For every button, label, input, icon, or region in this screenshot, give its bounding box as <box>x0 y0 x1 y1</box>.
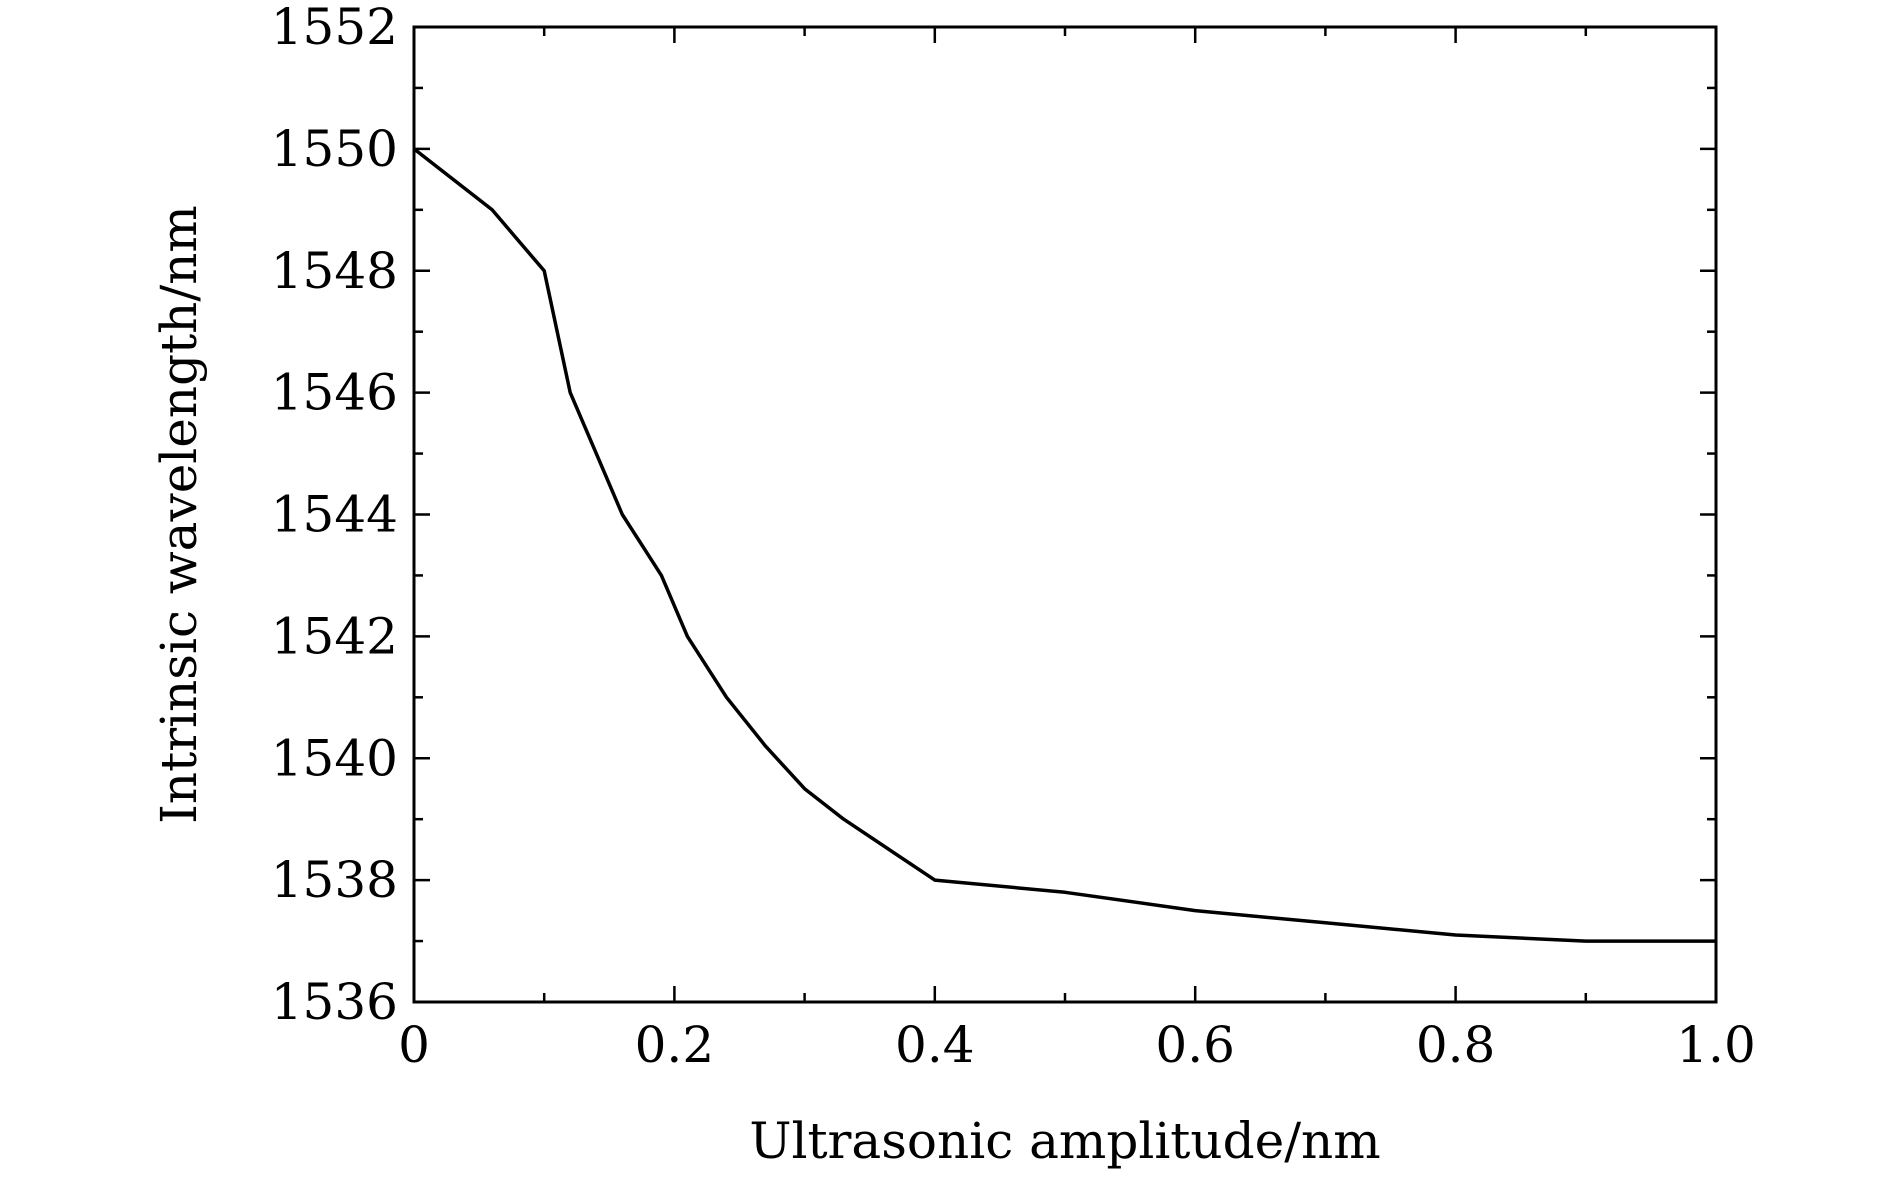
y-tick-label: 1536 <box>271 973 398 1031</box>
plot-frame <box>412 25 1718 1004</box>
y-tick-label: 1546 <box>271 364 398 422</box>
x-tick-label: 0.8 <box>1416 1016 1496 1074</box>
series-line <box>412 147 1716 943</box>
y-axis-label: Intrinsic wavelength/nm <box>150 205 208 824</box>
y-tick-label: 1542 <box>271 607 398 665</box>
y-tick-label: 1540 <box>271 729 398 787</box>
y-tick-label: 1550 <box>271 120 398 178</box>
y-tick-label: 1548 <box>271 242 398 300</box>
series <box>412 147 1716 943</box>
x-tick-label: 0.2 <box>635 1016 715 1074</box>
x-tick-label: 0.4 <box>895 1016 975 1074</box>
x-tick-label: 1.0 <box>1676 1016 1756 1074</box>
tick-labels: 0 0.2 0.4 0.6 0.8 1.0 1536 1538 1540 1542 1544 1546… <box>271 0 1756 1074</box>
axes <box>412 25 1718 1004</box>
y-tick-label: 1552 <box>271 0 398 56</box>
y-tick-label: 1538 <box>271 851 398 909</box>
x-axis-label: Ultrasonic amplitude/nm <box>749 1112 1380 1170</box>
y-tick-label: 1544 <box>271 486 398 544</box>
x-tick-label: 0.6 <box>1155 1016 1235 1074</box>
x-tick-label: 0 <box>398 1016 430 1074</box>
